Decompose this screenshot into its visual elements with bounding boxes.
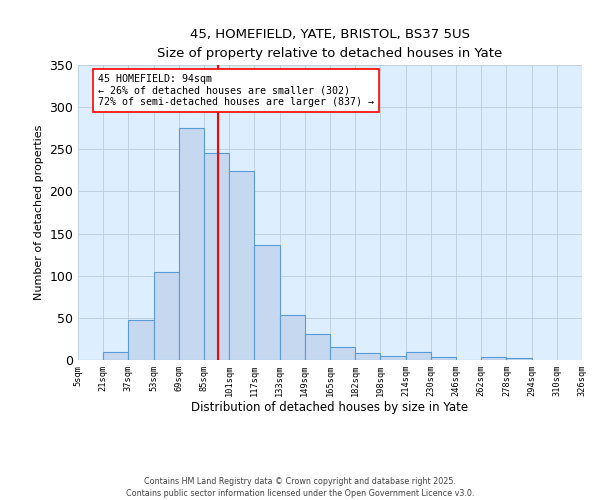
Bar (103, 352, 128, 360)
Bar (355, 354, 380, 360)
Bar (330, 346, 355, 360)
Text: Contains HM Land Registry data © Crown copyright and database right 2025.
Contai: Contains HM Land Registry data © Crown c… (126, 476, 474, 498)
Bar (380, 356, 406, 360)
Bar (229, 171, 254, 360)
Bar (254, 244, 280, 360)
Bar (154, 272, 179, 360)
Title: 45, HOMEFIELD, YATE, BRISTOL, BS37 5US
Size of property relative to detached hou: 45, HOMEFIELD, YATE, BRISTOL, BS37 5US S… (157, 28, 503, 60)
Bar (506, 358, 532, 360)
Bar (305, 334, 330, 360)
Y-axis label: Number of detached properties: Number of detached properties (34, 125, 44, 300)
Bar (204, 152, 229, 360)
Bar (128, 320, 154, 360)
Bar (431, 358, 456, 360)
Bar (406, 352, 431, 360)
X-axis label: Distribution of detached houses by size in Yate: Distribution of detached houses by size … (191, 400, 469, 413)
Bar (481, 358, 506, 360)
Bar (179, 128, 204, 360)
Text: 45 HOMEFIELD: 94sqm
← 26% of detached houses are smaller (302)
72% of semi-detac: 45 HOMEFIELD: 94sqm ← 26% of detached ho… (98, 74, 374, 107)
Bar (280, 316, 305, 360)
